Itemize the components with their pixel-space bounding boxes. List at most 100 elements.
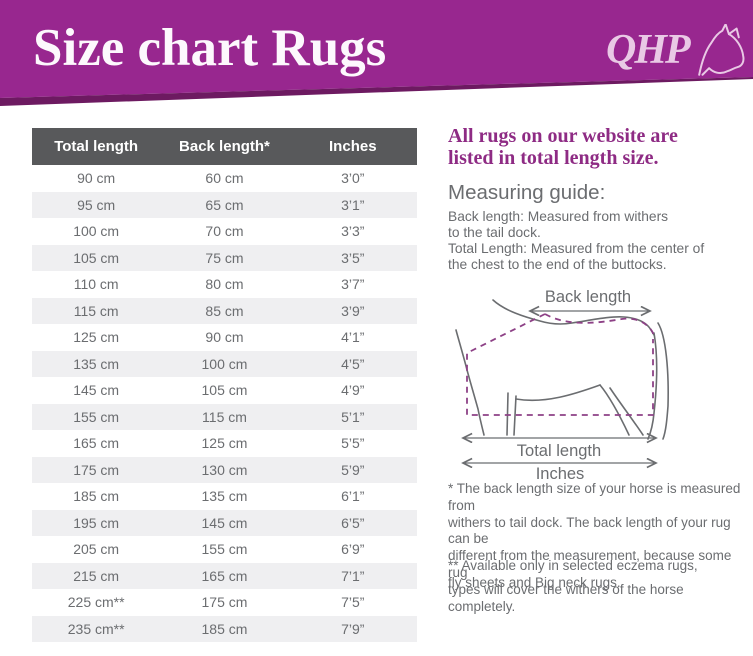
table-cell: 3’7” (341, 276, 365, 293)
table-row: 225 cm** 175 cm 7’5” (32, 589, 417, 616)
table-row: 205 cm 155 cm 6’9” (32, 536, 417, 563)
back-length-label: Back length (545, 288, 631, 306)
table-cell: 5’9” (341, 461, 365, 478)
size-table-body: 90 cm 60 cm 3’0” 95 cm 65 cm 3’1” 100 cm 70 cm 3… (32, 165, 417, 642)
table-cell: 60 cm (205, 170, 244, 187)
table-row: 90 cm 60 cm 3’0” (32, 165, 417, 192)
table-row: 175 cm 130 cm 5’9” (32, 456, 417, 483)
table-cell: 5’5” (341, 435, 365, 452)
table-row: 155 cm 115 cm 5’1” (32, 403, 417, 430)
table-cell: 70 cm (205, 223, 244, 240)
table-cell: 125 cm (73, 329, 120, 346)
table-cell: 3’9” (341, 302, 365, 319)
inches-label: Inches (536, 465, 585, 481)
column-header-back-length: Back length* (179, 138, 270, 155)
table-cell: 7’1” (341, 567, 365, 584)
rug-dashed-outline (466, 313, 654, 416)
table-header-row: Total length Back length* Inches (32, 128, 417, 165)
table-cell: 195 cm (73, 514, 120, 531)
back-length-measure: Back length (530, 288, 650, 311)
table-cell: 110 cm (73, 276, 119, 293)
table-cell: 7’9” (341, 620, 365, 637)
column-header-total-length: Total length (54, 138, 139, 155)
table-row: 115 cm 85 cm 3’9” (32, 297, 417, 324)
horse-measuring-diagram: Back length Total length Inches (455, 288, 669, 481)
banner (0, 0, 753, 106)
footnote-availability: ** Available only in selected eczema rug… (448, 558, 698, 590)
table-row: 145 cm 105 cm 4’9” (32, 377, 417, 404)
table-row: 95 cm 65 cm 3’1” (32, 191, 417, 218)
page-title: Size chart Rugs (33, 19, 387, 77)
table-row: 195 cm 145 cm 6’5” (32, 509, 417, 536)
table-cell: 4’1” (341, 329, 365, 346)
table-cell: 90 cm (77, 170, 116, 187)
footnote-back-length: * The back length size of your horse is … (448, 481, 741, 614)
table-row: 165 cm 125 cm 5’5” (32, 430, 417, 457)
banner-shape (0, 0, 753, 98)
table-row: 125 cm 90 cm 4’1” (32, 324, 417, 351)
table-cell: 4’9” (341, 382, 365, 399)
table-cell: 3’3” (341, 223, 365, 240)
table-row: 235 cm** 185 cm 7’9” (32, 615, 417, 642)
size-table: Total length Back length* Inches 90 cm 60… (32, 128, 417, 642)
total-length-label: Total length (517, 442, 601, 460)
banner-edge-shape (0, 77, 753, 106)
qhp-logo: QHP (606, 24, 752, 80)
table-cell: 185 cm (73, 488, 120, 505)
table-cell: 175 cm (73, 461, 120, 478)
table-cell: 130 cm (201, 461, 248, 478)
horse-outline (455, 299, 669, 440)
table-row: 110 cm 80 cm 3’7” (32, 271, 417, 298)
table-cell: 95 cm (77, 196, 116, 213)
table-cell: 6’1” (341, 488, 365, 505)
table-cell: 235 cm** (67, 620, 125, 637)
table-cell: 165 cm (201, 567, 248, 584)
inches-measure: Inches (463, 463, 656, 481)
total-length-measure: Total length (463, 438, 656, 460)
table-cell: 3’0” (341, 170, 365, 187)
table-cell: 165 cm (73, 435, 120, 452)
table-cell: 155 cm (73, 408, 120, 425)
table-cell: 7’5” (341, 594, 365, 611)
table-cell: 145 cm (73, 382, 120, 399)
table-cell: 105 cm (201, 382, 248, 399)
table-row: 185 cm 135 cm 6’1” (32, 483, 417, 510)
table-cell: 90 cm (205, 329, 244, 346)
table-row: 105 cm 75 cm 3’5” (32, 244, 417, 271)
table-cell: 185 cm (201, 620, 248, 637)
table-cell: 205 cm (73, 541, 120, 558)
measuring-guide-text: Back length: Measured from withers to th… (448, 209, 705, 272)
table-cell: 3’1” (341, 196, 365, 213)
measuring-guide-heading: Measuring guide: (448, 181, 606, 204)
table-cell: 105 cm (73, 249, 120, 266)
table-cell: 175 cm (201, 594, 248, 611)
table-cell: 115 cm (73, 302, 119, 319)
table-cell: 215 cm (73, 567, 120, 584)
table-cell: 3’5” (341, 249, 365, 266)
table-cell: 145 cm (201, 514, 248, 531)
qhp-logo-text: QHP (606, 27, 691, 73)
table-cell: 4’5” (341, 355, 365, 372)
intro-heading: All rugs on our website are listed in to… (448, 125, 678, 169)
table-cell: 6’5” (341, 514, 365, 531)
table-cell: 125 cm (201, 435, 248, 452)
column-header-inches: Inches (329, 138, 377, 155)
table-cell: 75 cm (205, 249, 244, 266)
table-cell: 65 cm (205, 196, 244, 213)
horse-head-icon (698, 24, 745, 76)
table-cell: 6’9” (341, 541, 365, 558)
table-cell: 135 cm (73, 355, 120, 372)
table-cell: 5’1” (341, 408, 365, 425)
table-cell: 80 cm (205, 276, 244, 293)
table-row: 100 cm 70 cm 3’3” (32, 218, 417, 245)
table-row: 135 cm 100 cm 4’5” (32, 350, 417, 377)
table-cell: 135 cm (201, 488, 248, 505)
table-cell: 100 cm (73, 223, 120, 240)
table-row: 215 cm 165 cm 7’1” (32, 562, 417, 589)
table-cell: 115 cm (202, 408, 247, 425)
table-cell: 155 cm (201, 541, 248, 558)
table-cell: 85 cm (205, 302, 244, 319)
table-cell: 100 cm (201, 355, 248, 372)
table-cell: 225 cm** (67, 594, 125, 611)
